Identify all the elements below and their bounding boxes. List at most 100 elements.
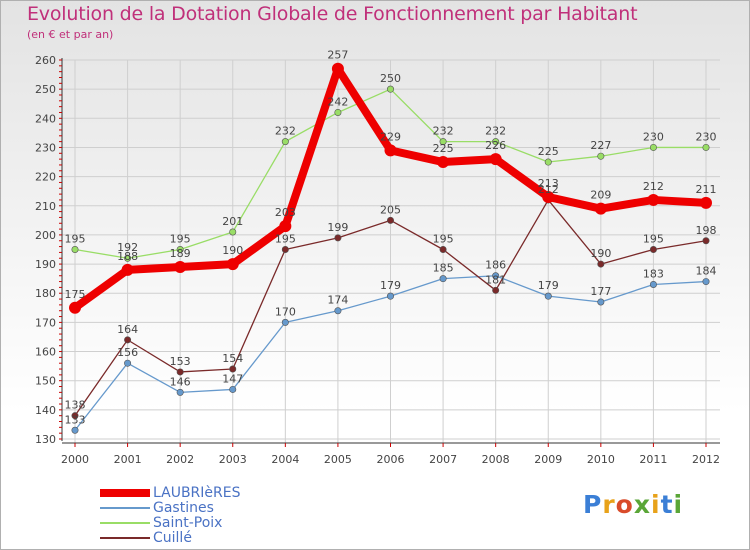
legend-label: Gastines [153,500,214,516]
x-tick-label: 2005 [324,453,352,466]
data-point [649,246,657,254]
logo-letter: x [633,490,651,519]
data-point [331,62,344,75]
data-label: 185 [433,262,454,275]
data-label: 213 [538,177,559,190]
data-point [439,275,447,283]
data-point [176,388,184,396]
data-label: 250 [380,72,401,85]
data-label: 138 [65,399,86,412]
data-point [649,143,657,151]
data-point [281,138,289,146]
x-tick-label: 2011 [639,453,667,466]
data-label: 170 [275,305,296,318]
data-point [492,286,500,294]
data-point [544,158,552,166]
data-point [544,292,552,300]
data-label: 186 [485,259,506,272]
data-point [597,152,605,160]
y-tick-label: 240 [35,112,56,125]
data-label: 147 [222,372,243,385]
data-label: 212 [643,180,664,193]
x-tick-label: 2002 [166,453,194,466]
data-point [597,260,605,268]
data-label: 195 [433,233,454,246]
data-label: 195 [65,233,86,246]
data-point [124,336,132,344]
data-label: 229 [380,130,401,143]
data-point [229,365,237,373]
data-point [71,426,79,434]
data-label: 156 [117,346,138,359]
data-label: 230 [643,130,664,143]
data-point [386,85,394,93]
data-label: 201 [222,215,243,228]
x-tick-label: 2004 [271,453,299,466]
data-label: 195 [275,233,296,246]
legend-swatch [100,537,150,539]
x-tick-label: 2001 [114,453,142,466]
data-point [649,280,657,288]
legend-swatch [100,507,150,509]
data-label: 230 [696,130,717,143]
proxiti-logo: Proxiti [583,490,683,519]
y-tick-label: 170 [35,316,56,329]
data-point [439,246,447,254]
data-point [176,246,184,254]
data-point [281,246,289,254]
data-label: 183 [643,267,664,280]
data-label: 190 [222,244,243,257]
data-label: 133 [65,413,86,426]
data-label: 179 [380,279,401,292]
data-label: 192 [117,241,138,254]
data-point [437,156,450,169]
y-tick-label: 230 [35,141,56,154]
legend-swatch [100,489,150,497]
data-label: 226 [485,139,506,152]
data-point [702,278,710,286]
data-point [334,108,342,116]
data-point [439,138,447,146]
data-label: 225 [538,145,559,158]
data-point [279,220,292,233]
y-tick-label: 180 [35,287,56,300]
chart-title: Evolution de la Dotation Globale de Fonc… [27,3,638,25]
data-point [492,138,500,146]
data-label: 195 [170,233,191,246]
y-tick-label: 190 [35,258,56,271]
y-tick-label: 210 [35,200,56,213]
data-label: 153 [170,355,191,368]
x-tick-label: 2010 [587,453,615,466]
data-point [489,153,502,166]
data-label: 232 [485,125,506,138]
data-label: 257 [327,49,348,62]
data-point [71,246,79,254]
y-tick-label: 260 [35,54,56,67]
data-point [176,368,184,376]
data-label: 164 [117,323,138,336]
y-tick-label: 220 [35,171,56,184]
x-tick-label: 2006 [377,453,405,466]
data-point [124,254,132,262]
data-label: 184 [696,265,717,278]
data-label: 232 [275,125,296,138]
data-point [121,263,134,276]
data-label: 179 [538,279,559,292]
data-point [386,292,394,300]
x-tick-label: 2000 [61,453,89,466]
data-point [334,307,342,315]
x-tick-label: 2009 [534,453,562,466]
logo-letter: t [660,490,674,519]
logo-letter: o [615,490,634,519]
data-label: 198 [696,224,717,237]
data-point [71,412,79,420]
y-tick-label: 150 [35,375,56,388]
chart-subtitle: (en € et par an) [27,28,114,41]
data-label: 209 [590,189,611,202]
data-point [384,144,397,157]
logo-letter: P [583,490,603,519]
data-label: 154 [222,352,243,365]
data-point [700,196,712,209]
data-label: 174 [327,294,348,307]
data-point [69,301,81,314]
